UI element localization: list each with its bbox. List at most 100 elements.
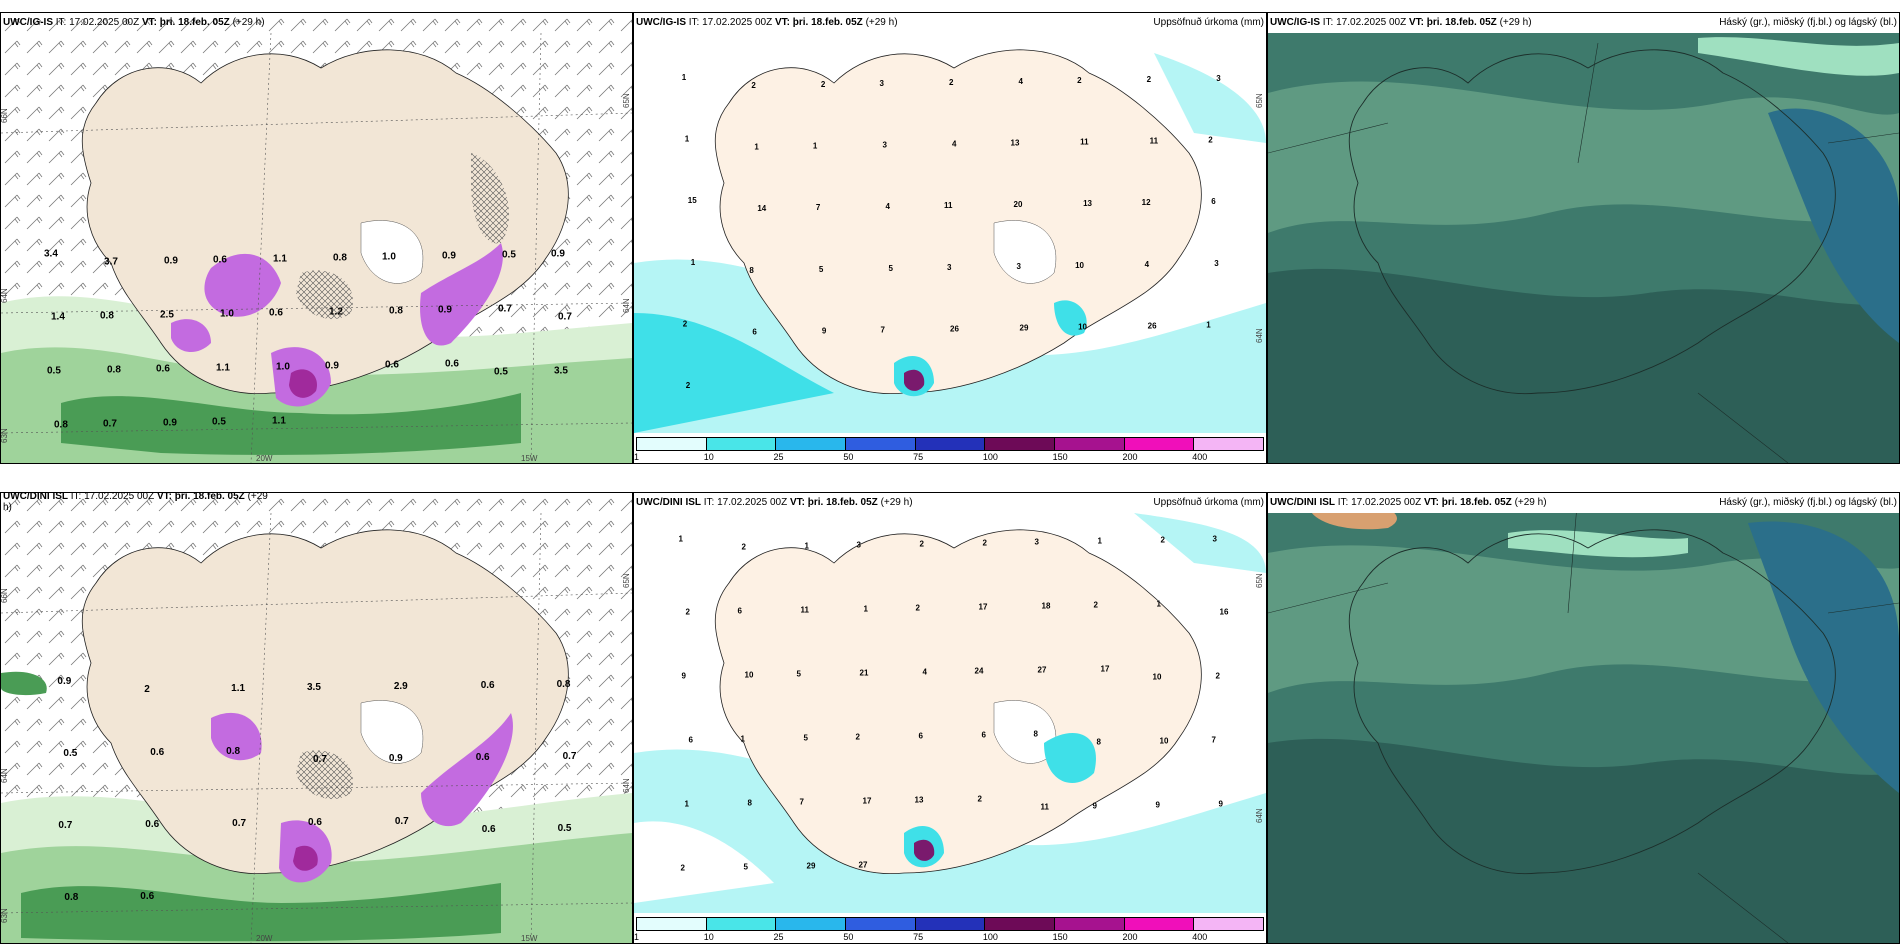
value-label: 3.5 — [307, 682, 321, 693]
value-label: 3 — [947, 263, 952, 272]
value-label: 0.7 — [498, 304, 512, 315]
value-label: 0.6 — [145, 819, 159, 830]
value-label: 13 — [1011, 139, 1020, 148]
legend-swatch — [706, 438, 777, 450]
value-label: 2 — [983, 539, 988, 548]
value-label: 29 — [807, 862, 816, 871]
panel-header: UWC/DINI ISL IT: 17.02.2025 00Z VT: þri.… — [1268, 493, 1899, 513]
lat-label-right2: 64N — [622, 298, 631, 313]
cloud-blue-east — [1748, 521, 1899, 793]
lat-label-64n: 64N — [1, 288, 9, 303]
value-label: 0.9 — [389, 753, 403, 764]
precip-intense-sw — [171, 319, 211, 353]
panel-dini-accum-precip: 1 2 1 3 2 2 3 1 2 3 2 6 11 1 2 17 18 2 1 16 9 10 5 21 4 24 27 17 10 2… — [633, 492, 1267, 944]
value-label: 11 — [1080, 138, 1089, 147]
map-ig-wind-precip: 3.4 3.7 0.9 0.6 1.1 0.8 1.0 0.9 0.5 0.9 1.4 0.8 2.5 1… — [1, 13, 632, 463]
value-label: 6 — [1211, 197, 1216, 206]
value-label: 1 — [1098, 537, 1103, 546]
lat-label-right2: 64N — [1255, 328, 1264, 343]
cloud-blue-east — [1768, 108, 1899, 343]
legend-tick-label: 25 — [773, 932, 784, 942]
value-label: 13 — [915, 796, 924, 805]
value-label: 0.9 — [438, 305, 452, 316]
legend-tick-label: 1 — [634, 452, 640, 462]
value-label: 1 — [685, 135, 690, 144]
value-label: 9 — [682, 672, 687, 681]
panel-title: UWC/DINI ISL IT: 17.02.2025 00Z VT: þri.… — [3, 492, 268, 502]
glacier-area — [993, 220, 1057, 284]
precip-accum-core — [914, 839, 935, 861]
precip-dark-area — [21, 883, 501, 942]
value-label: 20 — [1014, 200, 1023, 209]
precip-west-patch — [1, 671, 47, 696]
lon-lines — [250, 32, 542, 463]
panel-dini-clouds: UWC/DINI ISL IT: 17.02.2025 00Z VT: þri.… — [1267, 492, 1900, 944]
value-label: 10 — [1160, 737, 1169, 746]
precip-intense-east — [420, 243, 503, 346]
lat-label-right: 65N — [622, 93, 631, 108]
value-label: 0.8 — [54, 420, 68, 431]
value-label: 6 — [738, 607, 743, 616]
value-label: 2 — [821, 80, 826, 89]
value-label: 0.8 — [557, 679, 571, 690]
value-label: 1.2 — [329, 307, 343, 318]
value-label: 17 — [863, 797, 872, 806]
legend-tick-label: 400 — [1192, 452, 1208, 462]
value-label: 1 — [691, 258, 696, 267]
value-label: 1 — [741, 735, 746, 744]
value-label: 12 — [1142, 198, 1151, 207]
legend-swatch — [1194, 918, 1264, 930]
value-label: 21 — [860, 669, 869, 678]
legend-tick-label: 100 — [982, 452, 998, 462]
value-label: 0.9 — [442, 251, 456, 262]
value-label: 2 — [1147, 75, 1152, 84]
value-labels: 3.4 3.7 0.9 0.6 1.1 0.8 1.0 0.9 0.5 0.9 1.4 0.8 2.5 1… — [44, 249, 572, 431]
value-label: 3.7 — [104, 257, 118, 268]
value-label: 0.6 — [150, 747, 164, 758]
precip-intense-west — [204, 253, 281, 317]
legend-tick-label: 1 — [634, 932, 640, 942]
value-label: 0.5 — [212, 417, 226, 428]
value-label: 0.7 — [563, 751, 577, 762]
precip-area-ne — [1134, 513, 1266, 573]
value-label: 1.1 — [231, 683, 245, 694]
legend-bar — [636, 917, 1264, 931]
value-label: 13 — [1083, 199, 1092, 208]
value-label: 1 — [754, 143, 759, 152]
value-label: 0.5 — [502, 250, 516, 261]
panel-title: UWC/DINI ISL IT: 17.02.2025 00Z VT: þri.… — [636, 497, 913, 508]
legend-swatch — [637, 918, 707, 930]
value-label: 3 — [857, 541, 862, 550]
cloud-high-strip — [1698, 37, 1899, 76]
legend-tick-label: 200 — [1122, 452, 1138, 462]
lat-label-right2: 64N — [622, 778, 631, 793]
value-label: 9 — [822, 327, 827, 336]
legend-tick-label: 75 — [913, 452, 924, 462]
lat-label-right: 65N — [1255, 93, 1264, 108]
panel-header: UWC/IG-IS IT: 17.02.2025 00Z VT: þri. 18… — [1268, 13, 1899, 33]
value-label: 4 — [1019, 77, 1024, 86]
value-label: 4 — [923, 668, 928, 677]
value-label: 0.6 — [308, 817, 322, 828]
value-label: 6 — [689, 736, 694, 745]
cloud-low-layer — [1268, 268, 1899, 463]
lat-label-64n: 64N — [1, 768, 9, 783]
map-dini-wind-precip: 0.9 2 1.1 3.5 2.9 0.6 0.8 0.5 0.6 0.8 0.7 0.9 0.6 0.7… — [1, 493, 632, 943]
value-label: 9 — [1219, 800, 1224, 809]
legend-tick-label: 25 — [773, 452, 784, 462]
panel-right-title: Háský (gr.), miðský (fj.bl.) og lágský (… — [1719, 17, 1897, 28]
legend-tick-label: 50 — [843, 452, 854, 462]
lat-label-right: 65N — [622, 573, 631, 588]
value-label: 1 — [864, 605, 869, 614]
value-label: 8 — [749, 266, 754, 275]
value-label: 0.8 — [389, 306, 403, 317]
value-label: 5 — [804, 734, 809, 743]
value-label: 9 — [1093, 802, 1098, 811]
precip-area-ne — [1154, 53, 1266, 143]
value-label: 26 — [950, 325, 959, 334]
value-label: 3 — [1017, 262, 1022, 271]
value-label: 2 — [920, 540, 925, 549]
value-label: 2 — [683, 320, 688, 329]
legend-tick-label: 400 — [1192, 932, 1208, 942]
